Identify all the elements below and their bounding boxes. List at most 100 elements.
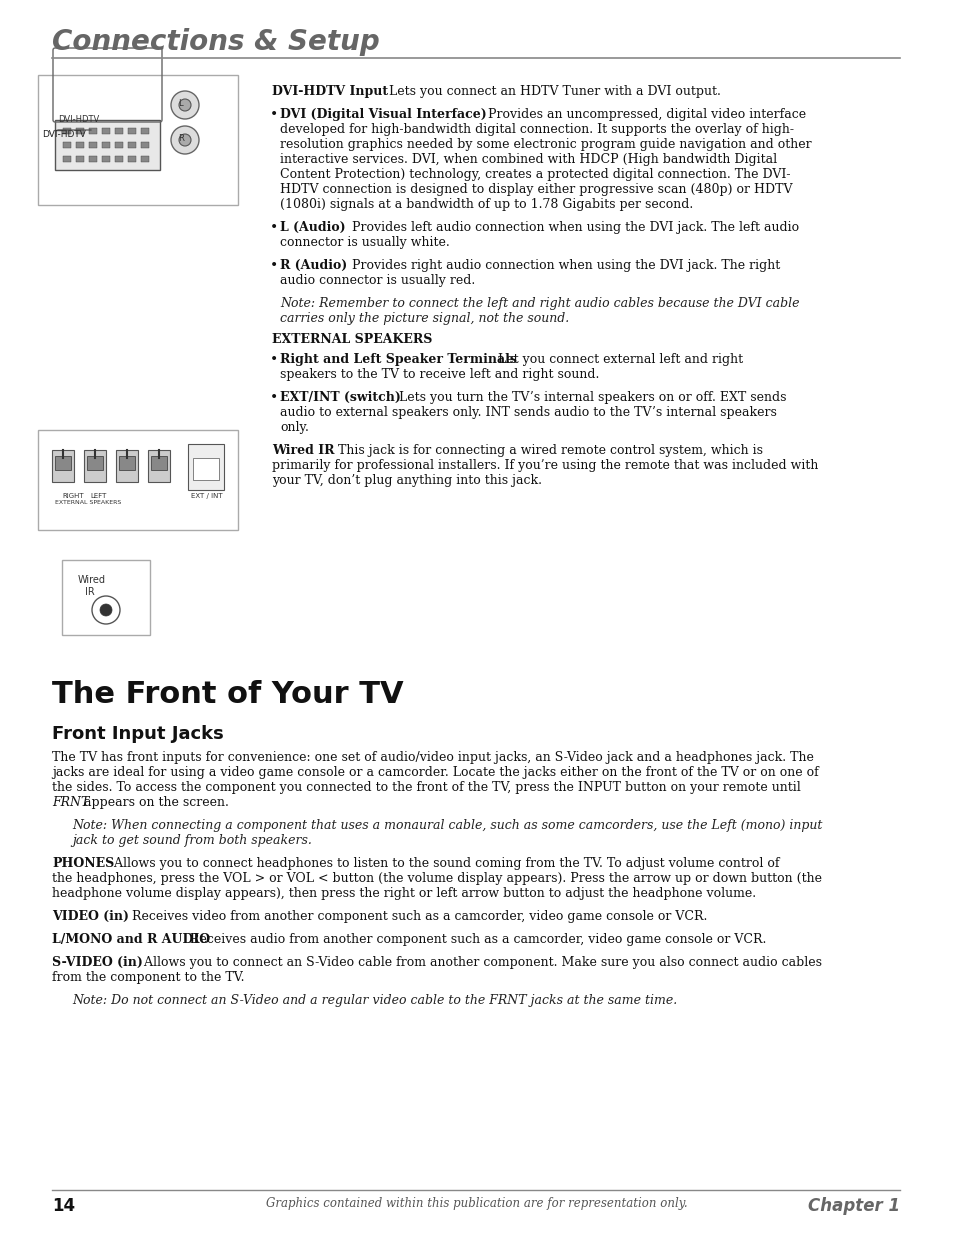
Circle shape — [179, 99, 191, 111]
Bar — [76, 128, 84, 135]
Text: This jack is for connecting a wired remote control system, which is: This jack is for connecting a wired remo… — [326, 445, 762, 457]
Bar — [116, 450, 138, 482]
Bar — [128, 128, 136, 135]
Bar — [141, 142, 149, 148]
Text: (1080i) signals at a bandwidth of up to 1.78 Gigabits per second.: (1080i) signals at a bandwidth of up to … — [280, 198, 693, 211]
Bar — [102, 128, 110, 135]
Bar — [52, 450, 74, 482]
Bar — [63, 156, 71, 162]
Bar — [102, 156, 110, 162]
Text: Provides right audio connection when using the DVI jack. The right: Provides right audio connection when usi… — [339, 259, 780, 272]
Text: Lets you connect an HDTV Tuner with a DVI output.: Lets you connect an HDTV Tuner with a DV… — [376, 85, 720, 98]
Text: •: • — [270, 259, 278, 273]
Text: Allows you to connect an S-Video cable from another component. Make sure you als: Allows you to connect an S-Video cable f… — [132, 956, 821, 969]
Text: IR: IR — [85, 587, 94, 597]
Text: Note: Remember to connect the left and right audio cables because the DVI cable: Note: Remember to connect the left and r… — [280, 296, 799, 310]
Text: •: • — [270, 353, 278, 367]
Bar — [115, 142, 123, 148]
Bar — [55, 120, 160, 170]
Text: jacks are ideal for using a video game console or a camcorder. Locate the jacks : jacks are ideal for using a video game c… — [52, 766, 818, 779]
Text: EXTERNAL SPEAKERS: EXTERNAL SPEAKERS — [55, 500, 121, 505]
Text: carries only the picture signal, not the sound.: carries only the picture signal, not the… — [280, 312, 569, 325]
Text: Right and Left Speaker Terminals: Right and Left Speaker Terminals — [280, 353, 517, 366]
Text: Receives audio from another component such as a camcorder, video game console or: Receives audio from another component su… — [178, 932, 765, 946]
Text: Note: Do not connect an S-Video and a regular video cable to the FRNT jacks at t: Note: Do not connect an S-Video and a re… — [71, 994, 677, 1007]
Bar — [38, 75, 237, 205]
Bar — [128, 156, 136, 162]
Text: Lets you turn the TV’s internal speakers on or off. EXT sends: Lets you turn the TV’s internal speakers… — [387, 391, 785, 404]
Text: R: R — [178, 135, 184, 143]
Text: Let you connect external left and right: Let you connect external left and right — [485, 353, 742, 366]
Text: LEFT: LEFT — [90, 493, 107, 499]
Text: 14: 14 — [52, 1197, 75, 1215]
Text: VIDEO (in): VIDEO (in) — [52, 910, 129, 923]
Text: DVI-HDTV: DVI-HDTV — [42, 130, 86, 140]
Bar — [62, 559, 150, 635]
Text: Front Input Jacks: Front Input Jacks — [52, 725, 224, 743]
Bar — [63, 128, 71, 135]
Text: audio to external speakers only. INT sends audio to the TV’s internal speakers: audio to external speakers only. INT sen… — [280, 406, 776, 419]
Text: only.: only. — [280, 421, 309, 433]
Text: Wired IR: Wired IR — [272, 445, 335, 457]
Text: S-VIDEO (in): S-VIDEO (in) — [52, 956, 143, 969]
Text: Provides left audio connection when using the DVI jack. The left audio: Provides left audio connection when usin… — [339, 221, 799, 233]
Bar — [119, 456, 135, 471]
Text: PHONES: PHONES — [52, 857, 114, 869]
Text: connector is usually white.: connector is usually white. — [280, 236, 449, 249]
Bar — [193, 458, 219, 480]
Bar — [87, 456, 103, 471]
Text: speakers to the TV to receive left and right sound.: speakers to the TV to receive left and r… — [280, 368, 598, 382]
Bar — [76, 142, 84, 148]
Bar — [141, 156, 149, 162]
Text: resolution graphics needed by some electronic program guide navigation and other: resolution graphics needed by some elect… — [280, 138, 811, 151]
Circle shape — [179, 135, 191, 146]
Bar — [102, 142, 110, 148]
Text: DVI-HDTV: DVI-HDTV — [58, 115, 99, 124]
Bar — [148, 450, 170, 482]
Circle shape — [100, 604, 112, 616]
Text: L (Audio): L (Audio) — [280, 221, 345, 233]
Text: from the component to the TV.: from the component to the TV. — [52, 971, 244, 984]
Bar — [55, 456, 71, 471]
Text: EXT/INT (switch): EXT/INT (switch) — [280, 391, 400, 404]
Text: •: • — [270, 107, 278, 122]
Text: Receives video from another component such as a camcorder, video game console or: Receives video from another component su… — [120, 910, 706, 923]
Text: R (Audio): R (Audio) — [280, 259, 347, 272]
Bar — [89, 156, 97, 162]
Text: FRNT: FRNT — [52, 797, 90, 809]
Text: DVI-HDTV Input: DVI-HDTV Input — [272, 85, 388, 98]
Text: •: • — [270, 221, 278, 235]
Bar — [89, 142, 97, 148]
Text: •: • — [270, 391, 278, 405]
Circle shape — [171, 91, 199, 119]
Bar — [128, 142, 136, 148]
Text: L/MONO and R AUDIO: L/MONO and R AUDIO — [52, 932, 210, 946]
Text: the headphones, press the VOL > or VOL < button (the volume display appears). Pr: the headphones, press the VOL > or VOL <… — [52, 872, 821, 885]
Text: developed for high-bandwidth digital connection. It supports the overlay of high: developed for high-bandwidth digital con… — [280, 124, 793, 136]
Bar — [141, 128, 149, 135]
Text: RIGHT: RIGHT — [62, 493, 84, 499]
Text: headphone volume display appears), then press the right or left arrow button to : headphone volume display appears), then … — [52, 887, 756, 900]
Bar — [89, 128, 97, 135]
Text: EXTERNAL SPEAKERS: EXTERNAL SPEAKERS — [272, 333, 432, 346]
Circle shape — [171, 126, 199, 154]
Text: Wired: Wired — [78, 576, 106, 585]
Circle shape — [91, 597, 120, 624]
Text: HDTV connection is designed to display either progressive scan (480p) or HDTV: HDTV connection is designed to display e… — [280, 183, 792, 196]
Bar — [115, 156, 123, 162]
Text: The Front of Your TV: The Front of Your TV — [52, 680, 403, 709]
Bar — [38, 430, 237, 530]
Bar — [115, 128, 123, 135]
Text: Allows you to connect headphones to listen to the sound coming from the TV. To a: Allows you to connect headphones to list… — [102, 857, 779, 869]
Text: the sides. To access the component you connected to the front of the TV, press t: the sides. To access the component you c… — [52, 781, 800, 794]
Text: Connections & Setup: Connections & Setup — [52, 28, 379, 56]
Bar — [76, 156, 84, 162]
Text: L: L — [178, 99, 182, 107]
Text: your TV, don’t plug anything into this jack.: your TV, don’t plug anything into this j… — [272, 474, 541, 487]
Text: Content Protection) technology, creates a protected digital connection. The DVI-: Content Protection) technology, creates … — [280, 168, 790, 182]
Text: jack to get sound from both speakers.: jack to get sound from both speakers. — [71, 834, 312, 847]
Text: Graphics contained within this publication are for representation only.: Graphics contained within this publicati… — [266, 1197, 687, 1210]
Bar — [188, 445, 224, 490]
Text: The TV has front inputs for convenience: one set of audio/video input jacks, an : The TV has front inputs for convenience:… — [52, 751, 813, 764]
Text: interactive services. DVI, when combined with HDCP (High bandwidth Digital: interactive services. DVI, when combined… — [280, 153, 777, 165]
